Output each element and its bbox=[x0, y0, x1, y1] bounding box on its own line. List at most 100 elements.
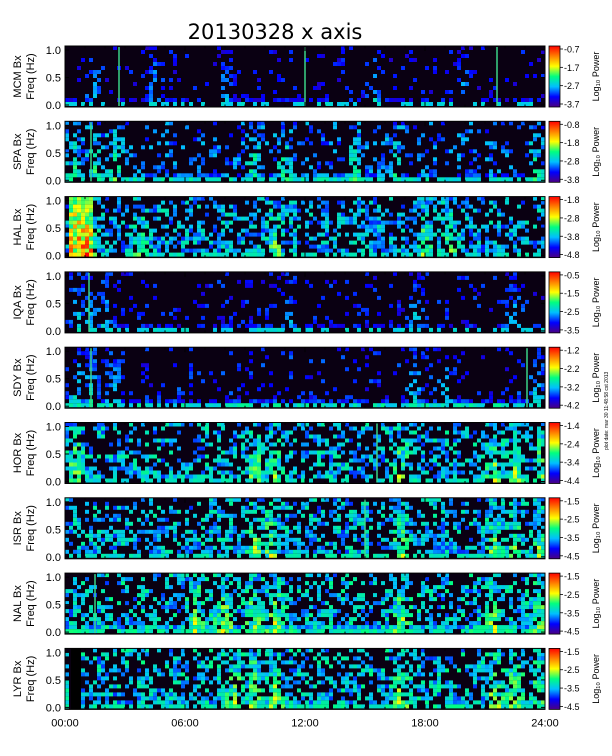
spectrogram-cell bbox=[329, 474, 333, 479]
spectrogram-cell bbox=[237, 216, 241, 221]
spectrogram-cell bbox=[413, 208, 417, 213]
spectrogram-cell bbox=[537, 545, 541, 550]
spectrogram-cell bbox=[525, 438, 529, 443]
spectrogram-cell bbox=[541, 145, 545, 150]
spectrogram-cell bbox=[177, 220, 181, 225]
spectrogram-cell bbox=[289, 299, 293, 304]
spectrogram-cell bbox=[269, 533, 273, 538]
spectrogram-cell bbox=[393, 509, 397, 514]
spectrogram-cell bbox=[125, 204, 129, 209]
spectrogram-cell bbox=[333, 529, 337, 534]
spectrogram-cell bbox=[285, 311, 289, 316]
spectrogram-cell bbox=[405, 545, 409, 550]
spectrogram-cell bbox=[157, 438, 161, 443]
spectrogram-cell bbox=[417, 537, 421, 542]
spectrogram-cell bbox=[129, 307, 133, 312]
spectrogram-cell bbox=[305, 403, 309, 408]
spectrogram-cell bbox=[301, 173, 305, 178]
spectrogram-cell bbox=[237, 323, 241, 328]
spectrogram-cell bbox=[109, 90, 113, 94]
spectrogram-cell bbox=[157, 403, 161, 408]
spectrogram-cell bbox=[81, 541, 85, 546]
spectrogram-cell bbox=[181, 478, 185, 483]
spectrogram-cell bbox=[317, 521, 321, 526]
spectrogram-cell bbox=[357, 513, 361, 518]
spectrogram-cell bbox=[477, 478, 481, 483]
spectrogram-cell bbox=[313, 525, 317, 530]
spectrogram-cell bbox=[473, 442, 477, 447]
spectrogram-cell bbox=[521, 434, 525, 439]
spectrogram-cell bbox=[317, 196, 321, 201]
spectrogram-cell bbox=[405, 505, 409, 510]
spectrogram-cell bbox=[237, 173, 241, 178]
spectrogram-cell bbox=[305, 454, 309, 459]
spectrogram-cell bbox=[293, 240, 297, 245]
spectrogram-cell bbox=[81, 593, 85, 598]
spectrogram-cell bbox=[113, 505, 117, 510]
spectrogram-cell bbox=[217, 145, 221, 150]
spectrogram-cell bbox=[257, 497, 261, 502]
spectrogram-cell bbox=[69, 228, 73, 233]
spectrogram-cell bbox=[173, 422, 177, 427]
spectrogram-cell bbox=[249, 434, 253, 439]
spectrogram-cell bbox=[409, 521, 413, 526]
y-tick-label: 0.5 bbox=[46, 223, 61, 235]
spectrogram-cell bbox=[509, 525, 513, 530]
spectrogram-cell bbox=[137, 169, 141, 174]
spectrogram-cell bbox=[297, 521, 301, 526]
spectrogram-cell bbox=[429, 478, 433, 483]
spectrogram-cell bbox=[145, 327, 149, 332]
spectrogram-cell bbox=[229, 319, 233, 324]
spectrogram-cell bbox=[165, 462, 169, 467]
spectrogram-cell bbox=[97, 86, 101, 90]
spectrogram-cell bbox=[441, 232, 445, 237]
spectrogram-cell bbox=[353, 102, 357, 106]
spectrogram-cell bbox=[117, 529, 121, 534]
spectrogram-cells bbox=[65, 121, 545, 182]
spectrogram-cell bbox=[453, 458, 457, 463]
spectrogram-cell bbox=[497, 399, 501, 404]
spectrogram-cell bbox=[489, 307, 493, 312]
spectrogram-cell bbox=[537, 169, 541, 174]
spectrogram-cell bbox=[133, 252, 137, 257]
spectrogram-cell bbox=[149, 403, 153, 408]
spectrogram-cell bbox=[405, 399, 409, 404]
spectrogram-cell bbox=[469, 177, 473, 182]
spectrogram-cell bbox=[289, 399, 293, 404]
spectrogram-cell bbox=[121, 323, 125, 328]
spectrogram-cell bbox=[149, 466, 153, 471]
spectrogram-cell bbox=[89, 315, 93, 320]
spectrogram-cell bbox=[393, 458, 397, 463]
spectrogram-cell bbox=[137, 466, 141, 471]
spectrogram-cell bbox=[265, 355, 269, 360]
spectrogram-cell bbox=[125, 517, 129, 522]
spectrogram-cell bbox=[493, 466, 497, 471]
spectrogram-cell bbox=[429, 236, 433, 241]
spectrogram-cell bbox=[289, 442, 293, 447]
y-tick-label: 0.5 bbox=[46, 374, 61, 386]
spectrogram-cell bbox=[517, 177, 521, 182]
spectrogram-cell bbox=[453, 541, 457, 546]
spectrogram-cell bbox=[233, 212, 237, 217]
spectrogram-cell bbox=[453, 220, 457, 225]
spectrogram-cell bbox=[377, 228, 381, 233]
spectrogram-cell bbox=[313, 319, 317, 324]
spectrogram-cell bbox=[293, 102, 297, 106]
spectrogram-cell bbox=[225, 173, 229, 178]
spectrogram-cell bbox=[153, 228, 157, 233]
spectrogram-cell bbox=[417, 391, 421, 396]
spectrogram-cell bbox=[121, 466, 125, 471]
spectrogram-cell bbox=[73, 161, 77, 166]
spectrogram-cell bbox=[181, 145, 185, 150]
spectrogram-cell bbox=[249, 351, 253, 356]
spectrogram-cell bbox=[293, 204, 297, 209]
spectrogram-cell bbox=[129, 70, 133, 74]
spectrogram-cell bbox=[273, 50, 277, 54]
spectrogram-cell bbox=[129, 470, 133, 475]
spectrogram-cell bbox=[357, 121, 361, 126]
spectrogram-cell bbox=[425, 228, 429, 233]
spectrogram-cell bbox=[109, 228, 113, 233]
spectrogram-cell bbox=[477, 513, 481, 518]
spectrogram-cell bbox=[453, 450, 457, 455]
spectrogram-cell bbox=[341, 323, 345, 328]
